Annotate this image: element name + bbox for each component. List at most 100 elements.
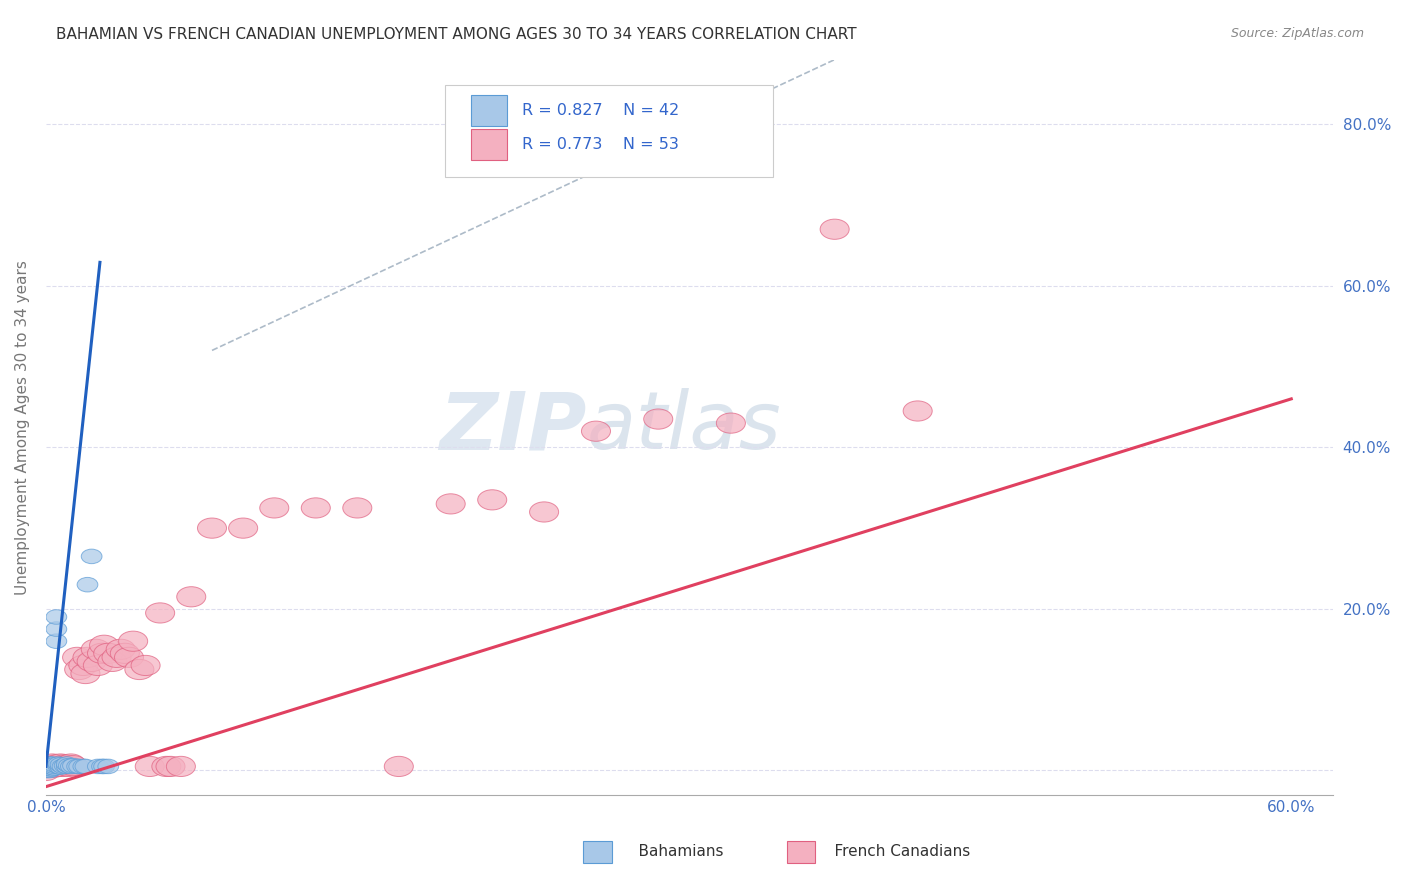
Ellipse shape (59, 756, 87, 776)
Ellipse shape (39, 758, 60, 772)
Ellipse shape (42, 760, 63, 774)
Ellipse shape (73, 648, 103, 667)
FancyBboxPatch shape (444, 86, 773, 178)
Ellipse shape (63, 648, 91, 667)
Text: BAHAMIAN VS FRENCH CANADIAN UNEMPLOYMENT AMONG AGES 30 TO 34 YEARS CORRELATION C: BAHAMIAN VS FRENCH CANADIAN UNEMPLOYMENT… (56, 27, 856, 42)
Ellipse shape (39, 756, 60, 772)
Y-axis label: Unemployment Among Ages 30 to 34 years: Unemployment Among Ages 30 to 34 years (15, 260, 30, 595)
Text: Bahamians: Bahamians (619, 845, 723, 859)
Ellipse shape (66, 759, 87, 773)
Ellipse shape (38, 762, 59, 776)
Ellipse shape (56, 759, 77, 773)
Ellipse shape (48, 756, 77, 777)
Text: French Canadians: French Canadians (815, 845, 970, 859)
Text: R = 0.827    N = 42: R = 0.827 N = 42 (522, 103, 679, 118)
Ellipse shape (94, 759, 114, 773)
Ellipse shape (34, 756, 63, 777)
Ellipse shape (177, 587, 205, 607)
Ellipse shape (82, 549, 103, 564)
Ellipse shape (110, 643, 139, 664)
Ellipse shape (260, 498, 288, 518)
Ellipse shape (46, 610, 66, 624)
Ellipse shape (31, 760, 60, 780)
Ellipse shape (135, 756, 165, 777)
Ellipse shape (46, 754, 75, 774)
FancyBboxPatch shape (471, 129, 506, 161)
Ellipse shape (478, 490, 506, 510)
Text: atlas: atlas (586, 388, 782, 467)
Text: ZIP: ZIP (439, 388, 586, 467)
Ellipse shape (77, 577, 98, 592)
Ellipse shape (94, 643, 122, 664)
Ellipse shape (131, 656, 160, 675)
Ellipse shape (38, 760, 59, 774)
Ellipse shape (39, 757, 69, 777)
Ellipse shape (75, 759, 96, 773)
Ellipse shape (87, 643, 117, 664)
Ellipse shape (44, 759, 65, 773)
Ellipse shape (343, 498, 371, 518)
Ellipse shape (73, 759, 94, 773)
Ellipse shape (60, 759, 82, 773)
Ellipse shape (166, 756, 195, 777)
Ellipse shape (114, 648, 143, 667)
Ellipse shape (52, 759, 73, 773)
Ellipse shape (229, 518, 257, 538)
Ellipse shape (65, 659, 94, 680)
Ellipse shape (384, 756, 413, 777)
Ellipse shape (156, 756, 186, 777)
Ellipse shape (55, 758, 75, 772)
Ellipse shape (42, 755, 70, 775)
FancyBboxPatch shape (471, 95, 506, 126)
Ellipse shape (52, 756, 82, 776)
Ellipse shape (644, 409, 673, 429)
Ellipse shape (820, 219, 849, 239)
Ellipse shape (197, 518, 226, 538)
Ellipse shape (51, 755, 79, 775)
Ellipse shape (301, 498, 330, 518)
Ellipse shape (42, 758, 63, 772)
Ellipse shape (56, 754, 86, 774)
Ellipse shape (436, 494, 465, 514)
Ellipse shape (35, 764, 56, 778)
Ellipse shape (63, 758, 83, 772)
Ellipse shape (35, 757, 65, 777)
Ellipse shape (582, 421, 610, 442)
Ellipse shape (98, 651, 127, 672)
Ellipse shape (51, 757, 70, 772)
Ellipse shape (903, 401, 932, 421)
Ellipse shape (530, 502, 558, 522)
Ellipse shape (38, 758, 59, 772)
Ellipse shape (59, 758, 79, 772)
Ellipse shape (46, 634, 66, 648)
Ellipse shape (39, 760, 60, 774)
Ellipse shape (70, 664, 100, 683)
Ellipse shape (152, 756, 181, 777)
Ellipse shape (69, 656, 98, 675)
Ellipse shape (46, 622, 66, 636)
Text: R = 0.773    N = 53: R = 0.773 N = 53 (522, 137, 679, 153)
Ellipse shape (51, 760, 70, 774)
Text: Source: ZipAtlas.com: Source: ZipAtlas.com (1230, 27, 1364, 40)
Ellipse shape (716, 413, 745, 434)
Ellipse shape (44, 761, 65, 775)
Ellipse shape (125, 659, 153, 680)
Ellipse shape (38, 764, 59, 778)
Ellipse shape (107, 640, 135, 659)
Ellipse shape (56, 756, 77, 772)
Ellipse shape (48, 759, 69, 773)
Ellipse shape (91, 759, 112, 773)
Ellipse shape (42, 762, 63, 776)
Ellipse shape (90, 635, 118, 656)
Ellipse shape (39, 762, 60, 776)
Ellipse shape (48, 756, 69, 772)
Ellipse shape (82, 640, 110, 659)
Ellipse shape (55, 756, 83, 777)
Ellipse shape (69, 759, 90, 773)
Ellipse shape (42, 756, 63, 772)
Ellipse shape (83, 656, 112, 675)
Ellipse shape (44, 756, 73, 777)
Ellipse shape (146, 603, 174, 623)
Ellipse shape (98, 759, 118, 773)
Ellipse shape (44, 757, 65, 772)
